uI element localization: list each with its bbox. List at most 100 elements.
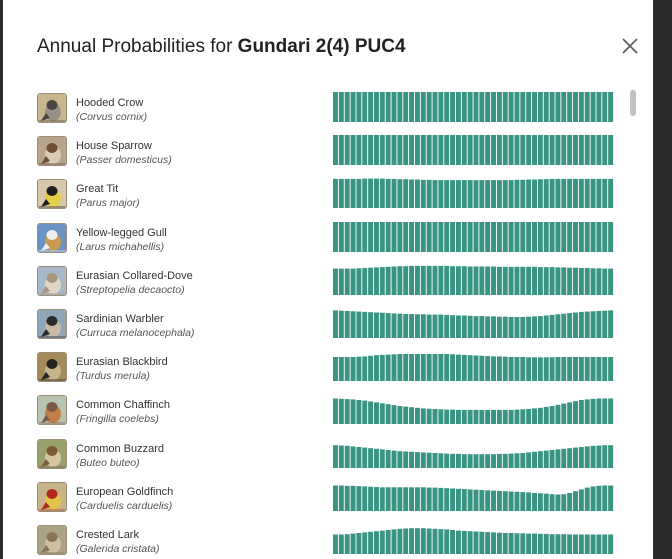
week-bar xyxy=(590,311,596,338)
week-bar xyxy=(549,221,555,252)
week-bar xyxy=(549,92,555,122)
week-bar xyxy=(491,316,497,338)
week-bar xyxy=(432,265,438,295)
week-bar xyxy=(444,354,450,382)
week-bar xyxy=(409,407,415,425)
week-bar xyxy=(467,92,473,122)
species-row[interactable]: Common Chaffinch (Fringilla coelebs) xyxy=(3,390,633,433)
week-bar xyxy=(479,531,485,554)
week-bar xyxy=(455,180,461,209)
bird-photo-icon[interactable] xyxy=(37,395,67,426)
week-bar xyxy=(514,221,520,252)
bird-photo-icon[interactable] xyxy=(37,265,67,296)
week-bar xyxy=(397,265,403,295)
weekly-probability-chart xyxy=(333,354,614,382)
week-bar xyxy=(496,180,502,209)
week-bar xyxy=(438,452,444,468)
week-bar xyxy=(455,315,461,338)
annual-probabilities-dialog: Annual Probabilities for Gundari 2(4) PU… xyxy=(3,0,653,559)
species-row[interactable]: Eurasian Collared-Dove (Streptopelia deca… xyxy=(3,261,633,304)
species-row[interactable]: Yellow-legged Gull (Larus michahellis) xyxy=(3,218,633,261)
bird-photo-icon[interactable] xyxy=(37,525,67,555)
week-bar xyxy=(409,314,415,338)
week-bar xyxy=(409,451,415,468)
week-bar xyxy=(385,135,391,166)
week-bar xyxy=(432,180,438,209)
week-bar xyxy=(526,409,532,425)
week-bar xyxy=(432,487,438,511)
week-bar xyxy=(461,530,467,554)
week-bar xyxy=(549,534,555,554)
week-bar xyxy=(596,485,602,511)
weekly-probability-chart xyxy=(333,265,614,295)
close-icon[interactable] xyxy=(620,36,640,56)
week-bar xyxy=(426,409,432,425)
species-row[interactable]: Hooded Crow (Corvus cornix) xyxy=(3,88,633,131)
week-bar xyxy=(368,447,374,468)
bird-photo-icon[interactable] xyxy=(37,179,67,210)
week-bar xyxy=(584,357,590,382)
week-bar xyxy=(526,135,532,166)
week-bar xyxy=(338,310,344,338)
species-row[interactable]: House Sparrow (Passer domesticus) xyxy=(3,131,633,174)
week-bar xyxy=(373,221,379,252)
week-bar xyxy=(520,533,526,554)
week-bar xyxy=(526,266,532,295)
bird-photo-icon[interactable] xyxy=(37,481,67,512)
week-bar xyxy=(338,534,344,554)
week-bar xyxy=(344,221,350,252)
week-bar xyxy=(485,266,491,295)
week-bar xyxy=(414,487,420,511)
species-row[interactable]: Eurasian Blackbird (Turdus merula) xyxy=(3,347,633,390)
week-bar xyxy=(426,135,432,166)
species-row[interactable]: Sardinian Warbler (Curruca melanocephala) xyxy=(3,304,633,347)
week-bar xyxy=(391,313,397,338)
week-bar xyxy=(379,403,385,425)
week-bar xyxy=(496,356,502,382)
bird-photo-icon[interactable] xyxy=(37,352,67,383)
bird-photo-icon[interactable] xyxy=(37,93,67,123)
week-bar xyxy=(338,92,344,122)
week-bar xyxy=(526,357,532,382)
species-row[interactable]: European Goldfinch (Carduelis carduelis) xyxy=(3,477,633,520)
bird-photo-icon[interactable] xyxy=(37,309,67,339)
week-bar xyxy=(409,354,415,382)
week-bar xyxy=(514,491,520,511)
week-bar xyxy=(555,494,561,511)
week-bar xyxy=(444,135,450,166)
bird-photo-icon[interactable] xyxy=(37,438,67,469)
week-bar xyxy=(496,490,502,511)
week-bar xyxy=(385,354,391,382)
scrollbar-track[interactable] xyxy=(629,88,637,559)
week-bar xyxy=(602,444,608,468)
week-bar xyxy=(373,448,379,468)
week-bar xyxy=(590,445,596,468)
species-row[interactable]: Crested Lark (Galerida cristata) xyxy=(3,520,633,559)
week-bar xyxy=(473,92,479,122)
species-row[interactable]: Great Tit (Parus major) xyxy=(3,174,633,217)
week-bar xyxy=(368,312,374,338)
week-bar xyxy=(368,355,374,382)
week-bar xyxy=(549,135,555,166)
week-bar xyxy=(426,92,432,122)
week-bar xyxy=(368,92,374,122)
species-row[interactable]: Common Buzzard (Buteo buteo) xyxy=(3,434,633,477)
week-bar xyxy=(409,528,415,554)
week-bar xyxy=(532,492,537,511)
week-bar xyxy=(526,316,532,338)
week-bar xyxy=(496,92,502,122)
scrollbar-thumb[interactable] xyxy=(630,90,636,116)
week-bar xyxy=(479,221,485,252)
week-bar xyxy=(567,313,573,338)
week-bar xyxy=(537,135,543,166)
bird-photo-icon[interactable] xyxy=(37,222,67,253)
weekly-probability-chart xyxy=(333,135,614,166)
species-names: Great Tit (Parus major) xyxy=(76,183,140,210)
week-bar xyxy=(549,179,555,209)
week-bar xyxy=(567,357,573,382)
bird-photo-icon[interactable] xyxy=(37,136,67,167)
week-bar xyxy=(608,268,614,295)
week-bar xyxy=(543,533,549,554)
week-bar xyxy=(514,409,520,425)
week-bar xyxy=(455,265,461,295)
